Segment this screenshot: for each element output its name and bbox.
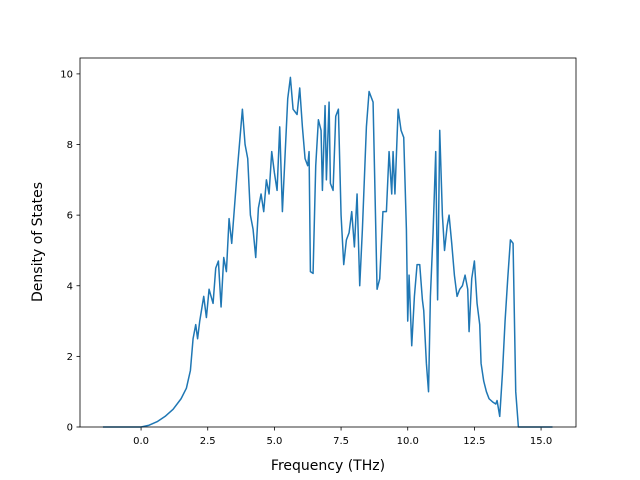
y-tick-label: 0	[67, 423, 73, 434]
x-tick-label: 7.5	[333, 436, 349, 447]
x-tick-label: 0.0	[133, 436, 149, 447]
x-axis-label: Frequency (THz)	[271, 458, 385, 474]
x-tick-label: 12.5	[463, 436, 485, 447]
line	[102, 76, 553, 428]
plot-frame	[79, 57, 577, 428]
y-axis-label: Density of States	[30, 182, 46, 302]
x-tick-label: 10.0	[397, 436, 419, 447]
y-tick-label: 2	[67, 352, 73, 363]
y-tick-label: 10	[60, 69, 73, 80]
y-tick-label: 4	[67, 281, 73, 292]
y-tick-label: 6	[67, 211, 73, 222]
x-tick-label: 5.0	[266, 436, 282, 447]
x-tick-label: 15.0	[530, 436, 552, 447]
y-tick-label: 8	[67, 140, 73, 151]
x-tick-label: 2.5	[200, 436, 216, 447]
